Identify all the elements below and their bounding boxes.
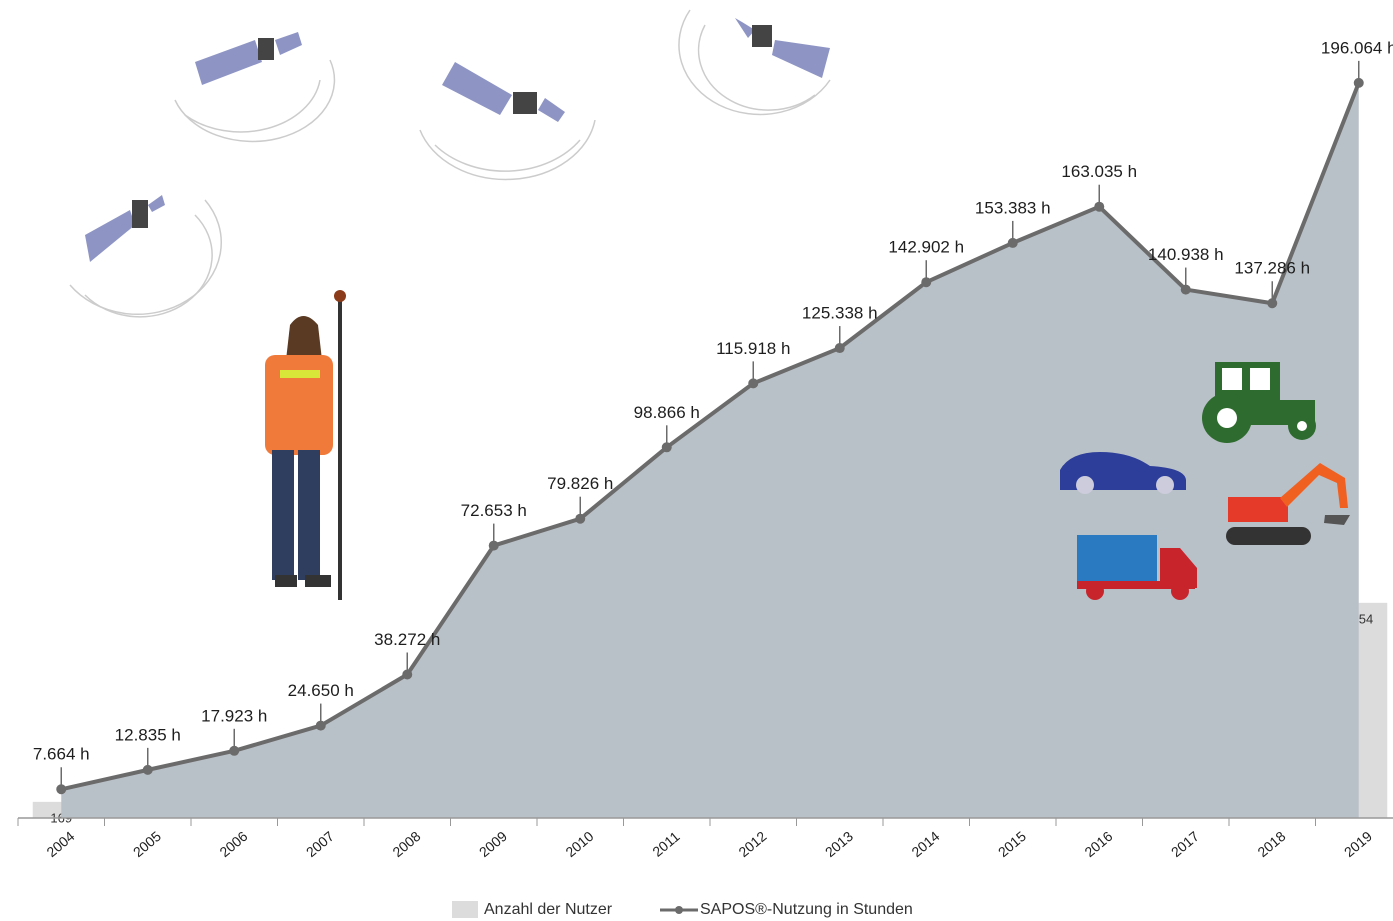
x-tick-label: 2006 [216, 828, 250, 860]
x-tick-label: 2014 [908, 828, 942, 860]
line-point [142, 764, 153, 775]
data-label: 125.338 h [802, 304, 878, 323]
line-point [921, 277, 932, 288]
line-point [661, 442, 672, 453]
x-tick-label: 2012 [735, 828, 769, 860]
data-label: 137.286 h [1234, 259, 1310, 278]
data-label: 115.918 h [716, 339, 790, 358]
line-point [315, 720, 326, 731]
satellite-decoration [69, 9, 831, 318]
legend-swatch-point [675, 906, 683, 914]
line-point [1353, 77, 1364, 88]
x-tick-label: 2013 [822, 828, 856, 860]
x-tick-label: 2007 [303, 828, 337, 860]
data-label: 24.650 h [288, 681, 354, 700]
x-tick-label: 2015 [995, 828, 1029, 860]
data-label: 12.835 h [115, 725, 181, 744]
x-tick-label: 2019 [1341, 828, 1375, 860]
x-tick-label: 2010 [562, 828, 596, 860]
data-label: 7.664 h [33, 745, 90, 764]
data-label: 142.902 h [888, 238, 964, 257]
data-label: 72.653 h [461, 501, 527, 520]
data-label: 38.272 h [374, 630, 440, 649]
line-point [748, 378, 759, 389]
x-tick-label: 2017 [1168, 828, 1202, 860]
x-tick-label: 2008 [389, 828, 423, 860]
plot: 1693004054935776517318119059971091122713… [32, 82, 1388, 825]
line-point [1007, 237, 1018, 248]
data-label: 196.064 h [1321, 38, 1393, 57]
line-point [1267, 298, 1278, 309]
line-point [834, 343, 845, 354]
x-tick-label: 2005 [130, 828, 164, 860]
legend-swatch-bar [452, 901, 478, 918]
data-label: 153.383 h [975, 198, 1051, 217]
line [60, 82, 1361, 792]
data-label: 140.938 h [1148, 245, 1224, 264]
data-label: 17.923 h [201, 706, 267, 725]
data-label: 98.866 h [634, 403, 700, 422]
line-point [1180, 284, 1191, 295]
surveyor-figure [265, 290, 346, 600]
area [61, 82, 1359, 818]
x-tick-label: 2004 [43, 828, 77, 860]
satellite-icons [85, 18, 830, 262]
x-tick-label: 2009 [476, 828, 510, 860]
line-point [1094, 201, 1105, 212]
line-point [229, 745, 240, 756]
legend-label: Anzahl der Nutzer [484, 901, 613, 918]
legend-label: SAPOS®-Nutzung in Stunden [700, 901, 913, 918]
data-label: 79.826 h [547, 474, 613, 493]
vehicle-icons [1060, 362, 1350, 600]
line-point [575, 513, 586, 524]
x-tick-label: 2016 [1081, 828, 1115, 860]
data-label: 163.035 h [1061, 162, 1137, 181]
line-point [402, 669, 413, 680]
line-point [488, 540, 499, 551]
x-tick-label: 2011 [649, 828, 683, 860]
line-point [56, 784, 67, 795]
x-tick-label: 2018 [1254, 828, 1288, 860]
